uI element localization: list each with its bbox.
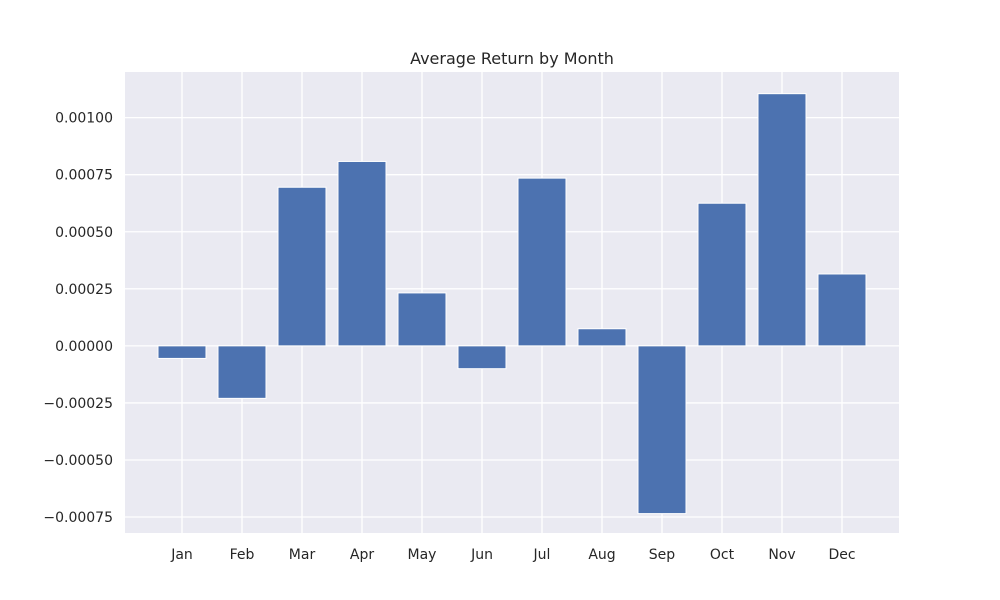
x-tick-label: Mar	[289, 547, 316, 563]
x-tick-label: Aug	[588, 547, 615, 563]
bar-oct	[697, 202, 747, 347]
y-tick-label: 0.00100	[55, 111, 113, 127]
y-tick-label: 0.00000	[55, 339, 113, 355]
bar-feb	[217, 345, 267, 399]
bar-aug	[577, 328, 627, 347]
bar-may	[397, 292, 447, 347]
chart-title: Average Return by Month	[410, 49, 614, 68]
y-tick-label: 0.00075	[55, 168, 113, 184]
bar-sep	[637, 345, 687, 515]
x-tick-label: May	[408, 547, 437, 563]
y-tick-label: 0.00025	[55, 282, 113, 298]
bar-dec	[817, 273, 867, 347]
x-tick-label: Feb	[230, 547, 255, 563]
y-tick-label: −0.00025	[43, 396, 113, 412]
bar-jan	[157, 345, 207, 359]
y-tick-label: −0.00075	[43, 510, 113, 526]
x-tick-label: Oct	[710, 547, 735, 563]
y-tick-labels: −0.00075 −0.00050 −0.00025 0.00000 0.00025 0.…	[43, 111, 113, 526]
x-tick-label: Jul	[533, 547, 551, 563]
x-tick-label: Jan	[170, 547, 193, 563]
bar-mar	[277, 186, 327, 347]
bar-nov	[757, 93, 807, 347]
y-tick-label: −0.00050	[43, 453, 113, 469]
x-tick-labels: Jan Feb Mar Apr May Jun Jul Aug Sep Oct Nov Dec	[170, 547, 855, 563]
bar-jul	[517, 177, 567, 347]
bar-jun	[457, 345, 507, 370]
x-tick-label: Dec	[828, 547, 855, 563]
x-tick-label: Nov	[768, 547, 795, 563]
bars	[157, 93, 867, 515]
x-tick-label: Sep	[649, 547, 676, 563]
bar-apr	[337, 160, 387, 347]
x-tick-label: Apr	[350, 547, 374, 563]
x-tick-label: Jun	[470, 547, 493, 563]
y-tick-label: 0.00050	[55, 225, 113, 241]
